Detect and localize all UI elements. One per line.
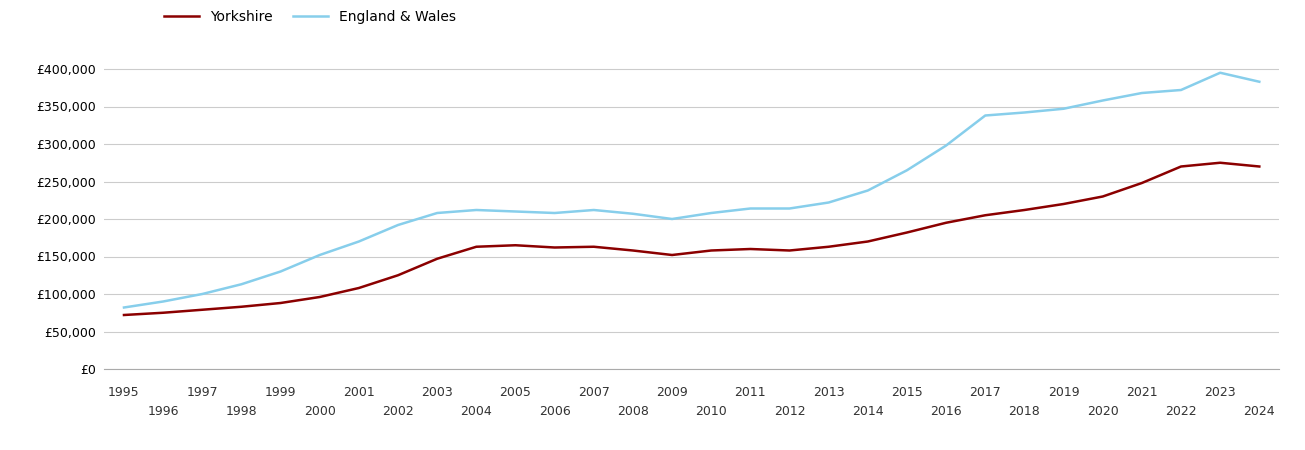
England & Wales: [743, 206, 758, 211]
Text: 2011: 2011: [735, 386, 766, 399]
Line: Yorkshire: Yorkshire: [124, 163, 1259, 315]
Text: 2013: 2013: [813, 386, 844, 399]
Text: 2007: 2007: [578, 386, 609, 399]
Yorkshire: [977, 212, 993, 218]
Yorkshire: [194, 307, 210, 312]
Text: 2020: 2020: [1087, 405, 1118, 418]
Text: 2008: 2008: [617, 405, 649, 418]
England & Wales: [1095, 98, 1111, 103]
England & Wales: [625, 211, 641, 216]
Yorkshire: [664, 252, 680, 258]
Yorkshire: [234, 304, 249, 310]
Text: 1999: 1999: [265, 386, 296, 399]
Yorkshire: [155, 310, 171, 315]
Yorkshire: [782, 248, 797, 253]
England & Wales: [977, 113, 993, 118]
England & Wales: [1251, 79, 1267, 85]
England & Wales: [1212, 70, 1228, 76]
Text: 2021: 2021: [1126, 386, 1158, 399]
Yorkshire: [703, 248, 719, 253]
England & Wales: [1134, 90, 1150, 96]
Yorkshire: [1212, 160, 1228, 166]
Text: 2001: 2001: [343, 386, 375, 399]
Yorkshire: [625, 248, 641, 253]
Yorkshire: [1017, 207, 1032, 213]
Yorkshire: [273, 300, 288, 306]
Yorkshire: [116, 312, 132, 318]
England & Wales: [547, 210, 562, 216]
England & Wales: [782, 206, 797, 211]
Text: 2000: 2000: [304, 405, 335, 418]
Yorkshire: [312, 294, 328, 300]
England & Wales: [938, 143, 954, 148]
England & Wales: [1017, 110, 1032, 115]
England & Wales: [116, 305, 132, 310]
England & Wales: [508, 209, 523, 214]
Text: 2014: 2014: [852, 405, 883, 418]
England & Wales: [273, 269, 288, 274]
Yorkshire: [860, 239, 876, 244]
England & Wales: [586, 207, 602, 213]
Text: 2015: 2015: [891, 386, 923, 399]
Text: 2009: 2009: [656, 386, 688, 399]
England & Wales: [1056, 106, 1071, 112]
England & Wales: [899, 167, 915, 173]
England & Wales: [1173, 87, 1189, 93]
England & Wales: [234, 282, 249, 287]
England & Wales: [429, 210, 445, 216]
Text: 2005: 2005: [500, 386, 531, 399]
Text: 2018: 2018: [1009, 405, 1040, 418]
Yorkshire: [1173, 164, 1189, 169]
England & Wales: [860, 188, 876, 193]
Line: England & Wales: England & Wales: [124, 73, 1259, 307]
Text: 1996: 1996: [147, 405, 179, 418]
England & Wales: [821, 200, 837, 205]
Text: 2012: 2012: [774, 405, 805, 418]
Yorkshire: [1095, 194, 1111, 199]
Text: 1995: 1995: [108, 386, 140, 399]
Text: 2006: 2006: [539, 405, 570, 418]
Text: 2004: 2004: [461, 405, 492, 418]
Yorkshire: [429, 256, 445, 261]
Yorkshire: [468, 244, 484, 249]
Yorkshire: [1134, 180, 1150, 186]
England & Wales: [703, 210, 719, 216]
Text: 2002: 2002: [382, 405, 414, 418]
Yorkshire: [390, 273, 406, 278]
England & Wales: [664, 216, 680, 222]
England & Wales: [390, 222, 406, 228]
Yorkshire: [899, 230, 915, 235]
Text: 2019: 2019: [1048, 386, 1079, 399]
Yorkshire: [821, 244, 837, 249]
Yorkshire: [743, 246, 758, 252]
Text: 1997: 1997: [187, 386, 218, 399]
Yorkshire: [938, 220, 954, 225]
Yorkshire: [1056, 201, 1071, 207]
Legend: Yorkshire, England & Wales: Yorkshire, England & Wales: [158, 4, 462, 29]
Text: 2016: 2016: [930, 405, 962, 418]
Text: 2024: 2024: [1244, 405, 1275, 418]
England & Wales: [312, 252, 328, 258]
Yorkshire: [547, 245, 562, 250]
Yorkshire: [1251, 164, 1267, 169]
Text: 2023: 2023: [1205, 386, 1236, 399]
Text: 2022: 2022: [1165, 405, 1197, 418]
Yorkshire: [351, 285, 367, 291]
Yorkshire: [508, 243, 523, 248]
England & Wales: [194, 291, 210, 297]
England & Wales: [468, 207, 484, 213]
England & Wales: [155, 299, 171, 304]
Text: 2010: 2010: [696, 405, 727, 418]
Yorkshire: [586, 244, 602, 249]
Text: 2017: 2017: [970, 386, 1001, 399]
Text: 2003: 2003: [422, 386, 453, 399]
Text: 1998: 1998: [226, 405, 257, 418]
England & Wales: [351, 239, 367, 244]
